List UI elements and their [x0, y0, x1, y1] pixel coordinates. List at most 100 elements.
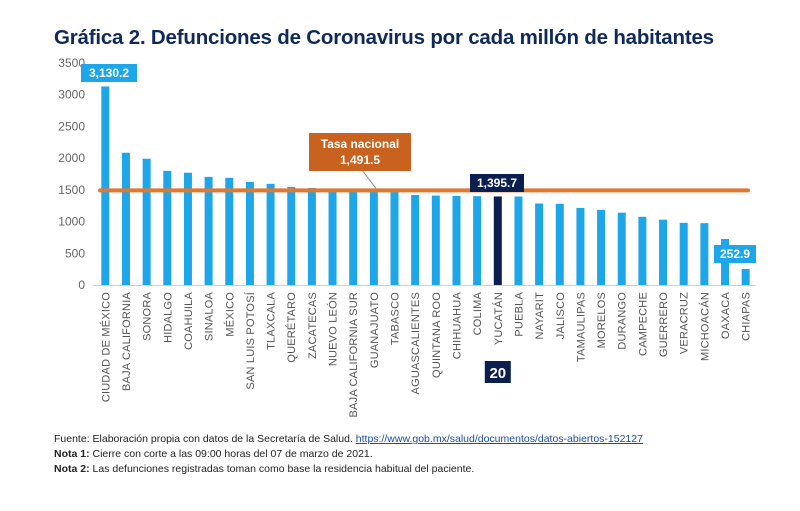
bar — [638, 216, 647, 285]
data-label: 3,130.2 — [89, 66, 129, 80]
note-1-label: Nota 1: — [54, 448, 90, 460]
bar — [597, 209, 606, 285]
x-tick-label: GUERRERO — [658, 292, 670, 357]
reference-callout-value: 1,491.5 — [340, 153, 380, 167]
x-tick-label: BAJA CALIFORNIA — [121, 292, 133, 391]
bar — [142, 158, 151, 285]
bar — [204, 176, 213, 285]
y-tick-label: 1500 — [58, 183, 85, 197]
x-tick-label: JALISCO — [555, 292, 567, 339]
bar — [101, 86, 110, 285]
x-tick-label: TAMAULIPAS — [575, 292, 587, 362]
data-label: 1,395.7 — [477, 176, 517, 190]
bar — [493, 196, 502, 285]
chart-notes: Fuente: Elaboración propia con datos de … — [54, 432, 643, 477]
bar — [369, 190, 378, 285]
reference-line-group: Tasa nacional 1,491.5 — [98, 133, 750, 193]
data-label-box — [470, 174, 524, 192]
y-tick-label: 500 — [65, 246, 85, 260]
x-tick-label: ZACATECAS — [307, 292, 319, 359]
bar — [741, 268, 750, 285]
x-tick-label: PUEBLA — [513, 292, 525, 337]
y-tick-label: 3500 — [58, 56, 85, 70]
source-line: Fuente: Elaboración propia con datos de … — [54, 432, 643, 447]
y-axis: 0 500 1000 1500 2000 2500 3000 3500 — [58, 56, 756, 292]
data-label-box — [714, 245, 756, 263]
x-tick-label: OAXACA — [720, 292, 732, 340]
note-2-text: Las defunciones registradas toman como b… — [89, 463, 475, 475]
data-label: 252.9 — [720, 247, 750, 261]
rank-badge — [484, 361, 511, 383]
bar — [225, 177, 234, 285]
reference-callout-leader — [361, 169, 377, 189]
x-tick-label: HIDALGO — [162, 292, 174, 343]
bar — [679, 222, 688, 285]
x-tick-label: MORELOS — [596, 292, 608, 348]
x-tick-label: MICHOACÁN — [698, 292, 711, 361]
reference-callout-box — [309, 133, 411, 171]
y-tick-label: 1000 — [58, 215, 85, 229]
note-2-label: Nota 2: — [54, 463, 90, 475]
x-tick-label: SINALOA — [204, 292, 216, 342]
x-tick-label: CIUDAD DE MÉXICO — [99, 292, 112, 402]
bar — [411, 194, 420, 285]
bar — [163, 170, 172, 285]
note-2: Nota 2: Las defunciones registradas toma… — [54, 462, 643, 477]
chart-title: Gráfica 2. Defunciones de Coronavirus po… — [54, 26, 714, 49]
bar — [617, 212, 626, 285]
bar — [349, 190, 358, 285]
bar — [183, 172, 192, 285]
source-link[interactable]: https://www.gob.mx/salud/documentos/dato… — [355, 433, 643, 445]
bar — [287, 187, 296, 285]
rank-badge-text: 20 — [489, 365, 506, 382]
bar — [245, 181, 254, 285]
bar — [431, 195, 440, 285]
note-1-text: Cierre con corte a las 09:00 horas del 0… — [89, 448, 373, 460]
source-text: Fuente: Elaboración propia con datos de … — [54, 433, 356, 445]
y-tick-label: 2500 — [58, 119, 85, 133]
y-tick-label: 0 — [78, 278, 85, 292]
x-tick-label: TABASCO — [390, 292, 402, 345]
x-tick-label: QUINTANA ROO — [431, 292, 443, 378]
x-tick-label: BAJA CALIFORNIA SUR — [348, 292, 360, 417]
bar — [555, 203, 564, 285]
bar — [121, 152, 130, 285]
x-tick-label: SONORA — [142, 292, 154, 341]
x-tick-label: DURANGO — [617, 292, 629, 350]
bar — [266, 183, 275, 285]
data-label-box — [81, 64, 137, 82]
bar — [452, 195, 461, 285]
x-tick-label: MÉXICO — [223, 292, 236, 337]
x-tick-label: NAYARIT — [534, 292, 546, 340]
bar — [390, 192, 399, 285]
bar — [659, 219, 668, 285]
x-tick-label: CHIAPAS — [741, 292, 753, 341]
x-tick-label: VERACRUZ — [679, 292, 691, 354]
x-tick-label: AGUASCALIENTES — [410, 292, 422, 394]
bar — [535, 203, 544, 285]
bar — [328, 189, 337, 285]
bar — [700, 223, 709, 285]
bar-chart: 0 500 1000 1500 2000 2500 3000 3500 CIUDAD DE M… — [58, 56, 756, 417]
x-tick-label: CHIHUAHUA — [451, 292, 463, 360]
bar — [576, 207, 585, 285]
bars — [101, 86, 750, 285]
data-labels: 3,130.2 1,395.7 252.9 20 — [81, 64, 756, 383]
x-tick-label: COAHUILA — [183, 292, 195, 350]
note-1: Nota 1: Cierre con corte a las 09:00 hor… — [54, 447, 643, 462]
reference-callout-label: Tasa nacional — [321, 137, 399, 151]
x-tick-label: SAN LUIS POTOSÍ — [244, 291, 257, 389]
x-tick-label: NUEVO LEÓN — [327, 292, 340, 366]
x-tick-label: GUANAJUATO — [369, 292, 381, 368]
y-tick-label: 2000 — [58, 151, 85, 165]
bar — [473, 196, 482, 285]
x-tick-label: CAMPECHE — [637, 292, 649, 356]
bar — [514, 196, 523, 285]
x-tick-label: QUERÉTARO — [285, 292, 298, 363]
x-tick-label: YUCATÁN — [492, 292, 505, 345]
x-tick-label: COLIMA — [472, 292, 484, 336]
x-tick-label: TLAXCALA — [266, 292, 278, 350]
y-tick-label: 3000 — [58, 88, 85, 102]
x-axis: CIUDAD DE MÉXICO BAJA CALIFORNIA SONORA HID… — [99, 291, 752, 417]
bar — [307, 187, 316, 285]
